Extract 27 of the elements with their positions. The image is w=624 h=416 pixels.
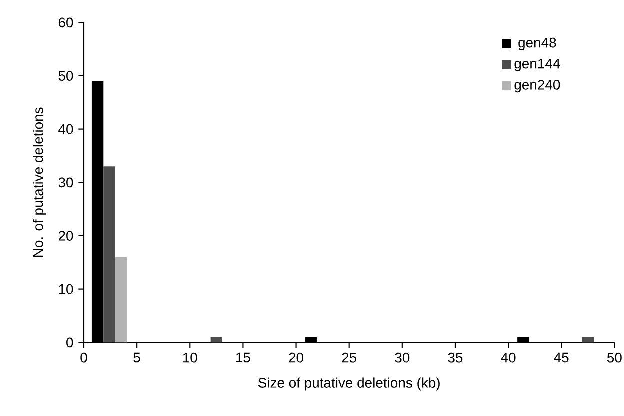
x-tick-label: 15 xyxy=(236,352,250,363)
y-tick-label: 10 xyxy=(59,284,74,294)
y-tick-label: 60 xyxy=(58,18,74,28)
bar xyxy=(115,257,127,343)
bar xyxy=(582,337,594,343)
y-tick-label: 50 xyxy=(58,71,74,81)
legend-label: gen240 xyxy=(514,80,560,93)
x-tick-label: 35 xyxy=(448,352,463,363)
y-tick-label: 20 xyxy=(58,231,74,241)
x-tick-label: 10 xyxy=(183,352,198,363)
bar xyxy=(104,166,116,343)
x-tick-label: 25 xyxy=(342,352,357,363)
y-tick-label: 0 xyxy=(66,338,74,348)
legend-label: gen48 xyxy=(518,38,556,50)
legend-label: gen144 xyxy=(514,59,560,72)
x-tick-label: 5 xyxy=(134,352,140,363)
x-tick-label: 20 xyxy=(289,352,304,363)
x-tick-label: 40 xyxy=(501,352,516,363)
y-tick-label: 30 xyxy=(58,178,74,188)
y-axis-title: No. of putative deletions xyxy=(33,108,46,257)
y-tick-label: 40 xyxy=(58,124,74,134)
x-tick-label: 50 xyxy=(607,352,622,363)
x-tick-label: 45 xyxy=(554,352,569,363)
x-axis-title: Size of putative deletions (kb) xyxy=(258,378,440,391)
bar xyxy=(210,337,223,343)
x-tick-label: 0 xyxy=(80,352,88,363)
x-tick-label: 30 xyxy=(395,352,410,363)
